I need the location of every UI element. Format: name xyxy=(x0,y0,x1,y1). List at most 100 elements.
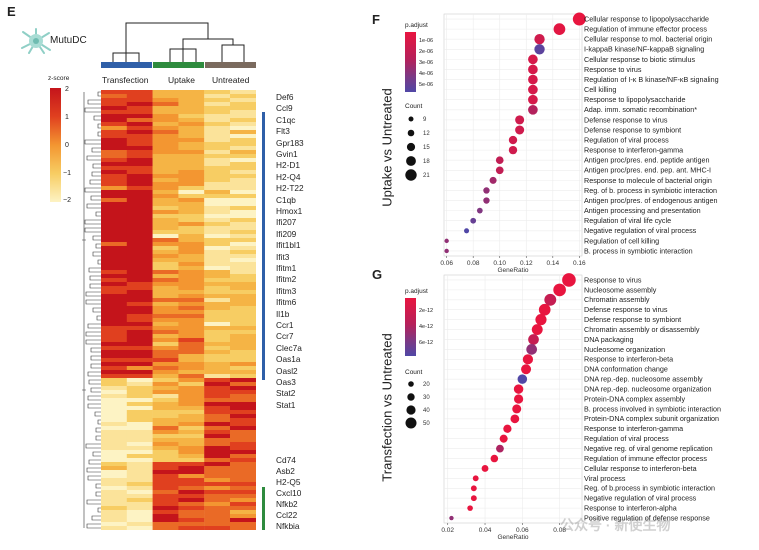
gene-label: H2-Q4 xyxy=(276,171,301,182)
heatmap-cell xyxy=(178,90,205,95)
heatmap-cell xyxy=(230,142,256,147)
dot-point xyxy=(496,444,504,453)
heatmap-cell xyxy=(204,302,231,307)
gene-label: Ifi209 xyxy=(276,228,297,239)
heatmap-cell xyxy=(152,162,179,167)
heatmap-cell xyxy=(178,278,205,283)
gene-label: Ifitm1 xyxy=(276,263,297,273)
zscore-tick-0: 0 xyxy=(65,142,69,149)
heatmap-cell xyxy=(230,298,256,303)
heatmap-cell xyxy=(230,266,256,271)
heatmap-cell xyxy=(230,350,256,355)
heatmap-cell xyxy=(230,158,256,163)
heatmap-cell xyxy=(204,406,231,411)
heatmap-cell xyxy=(178,406,205,411)
heatmap-cell xyxy=(101,290,127,295)
dot-point xyxy=(528,74,538,85)
heatmap-cell xyxy=(126,390,153,395)
heatmap-cell xyxy=(101,442,127,447)
heatmap-cell xyxy=(178,166,205,171)
heatmap-cell xyxy=(152,134,179,139)
heatmap-cell xyxy=(126,194,153,199)
heatmap-cell xyxy=(101,274,127,279)
untreated-color-bar xyxy=(205,62,256,68)
heatmap-cell xyxy=(126,362,153,367)
heatmap-cell xyxy=(101,526,127,530)
heatmap-cell xyxy=(230,202,256,207)
dot-point xyxy=(483,197,490,204)
term-label: Regulation of immune effector process xyxy=(584,25,707,34)
heatmap-cell xyxy=(204,426,231,431)
gene-label: Stat1 xyxy=(276,399,296,410)
heatmap-cell xyxy=(126,466,153,471)
dot-point xyxy=(562,273,576,287)
heatmap-cell xyxy=(126,90,153,95)
panel-f-padj-title: p.adjust xyxy=(405,22,428,29)
heatmap-cell xyxy=(230,290,256,295)
x-tick-label: 0.06 xyxy=(440,260,453,267)
term-label: Antigen proc/pres. of endogenous antigen xyxy=(584,196,717,205)
heatmap-cell xyxy=(204,342,231,347)
heatmap-cell xyxy=(230,422,256,427)
heatmap-cell xyxy=(126,150,153,155)
heatmap-cell xyxy=(204,486,231,491)
count-legend-dot xyxy=(407,393,415,401)
heatmap-cell xyxy=(126,190,153,195)
heatmap-cell xyxy=(178,150,205,155)
heatmap-cell xyxy=(126,490,153,495)
heatmap-cell xyxy=(101,482,127,487)
heatmap-cell xyxy=(204,318,231,323)
heatmap-cell xyxy=(178,326,205,331)
heatmap-cell xyxy=(152,406,179,411)
heatmap-cell xyxy=(152,210,179,215)
heatmap-cell xyxy=(101,222,127,227)
heatmap-cell xyxy=(101,430,127,435)
heatmap-cell xyxy=(101,382,127,387)
term-label: Response to virus xyxy=(584,275,642,284)
heatmap-cell xyxy=(152,350,179,355)
heatmap-cell xyxy=(178,442,205,447)
heatmap-cell xyxy=(101,506,127,511)
dot-point xyxy=(470,495,477,502)
heatmap-cell xyxy=(152,526,179,530)
heatmap-cell xyxy=(178,94,205,99)
heatmap-cell xyxy=(101,238,127,243)
heatmap-cell xyxy=(178,122,205,127)
heatmap-cell xyxy=(101,262,127,267)
heatmap-cell xyxy=(101,510,127,515)
heatmap-cell xyxy=(230,462,256,467)
heatmap-cell xyxy=(101,346,127,351)
heatmap-cell xyxy=(101,246,127,251)
heatmap-cell xyxy=(126,118,153,123)
heatmap-cell xyxy=(204,438,231,443)
heatmap-cell xyxy=(178,250,205,255)
term-label: Chromatin assembly or disassembly xyxy=(584,325,700,334)
heatmap-cell xyxy=(204,150,231,155)
heatmap-cell xyxy=(230,258,256,263)
panel-g-padj-tick-1: 2e-12 xyxy=(419,308,434,314)
count-legend-label: 20 xyxy=(423,382,430,388)
heatmap-cell xyxy=(230,102,256,107)
x-tick-label: 0.08 xyxy=(467,260,480,267)
heatmap-cell xyxy=(178,270,205,275)
heatmap-cell xyxy=(178,114,205,119)
column-label-untreated: Untreated xyxy=(212,75,250,85)
heatmap-cell xyxy=(204,414,231,419)
heatmap-cell xyxy=(230,270,256,275)
heatmap-cell xyxy=(101,234,127,239)
panel-f-padj-tick-1: 1e-06 xyxy=(419,38,434,44)
heatmap-cell xyxy=(204,274,231,279)
heatmap-cell xyxy=(126,506,153,511)
heatmap-cell xyxy=(126,402,153,407)
heatmap-cell xyxy=(101,386,127,391)
heatmap-cell xyxy=(101,114,127,119)
heatmap-cell xyxy=(230,242,256,247)
zscore-tick-neg2: −2 xyxy=(63,197,71,204)
heatmap-cell xyxy=(230,118,256,123)
gene-label: Nfkbia xyxy=(276,521,300,531)
heatmap-cell xyxy=(178,118,205,123)
heatmap-cell xyxy=(152,126,179,131)
heatmap-cell xyxy=(152,114,179,119)
heatmap-cell xyxy=(230,306,256,311)
dot-point xyxy=(467,505,473,511)
